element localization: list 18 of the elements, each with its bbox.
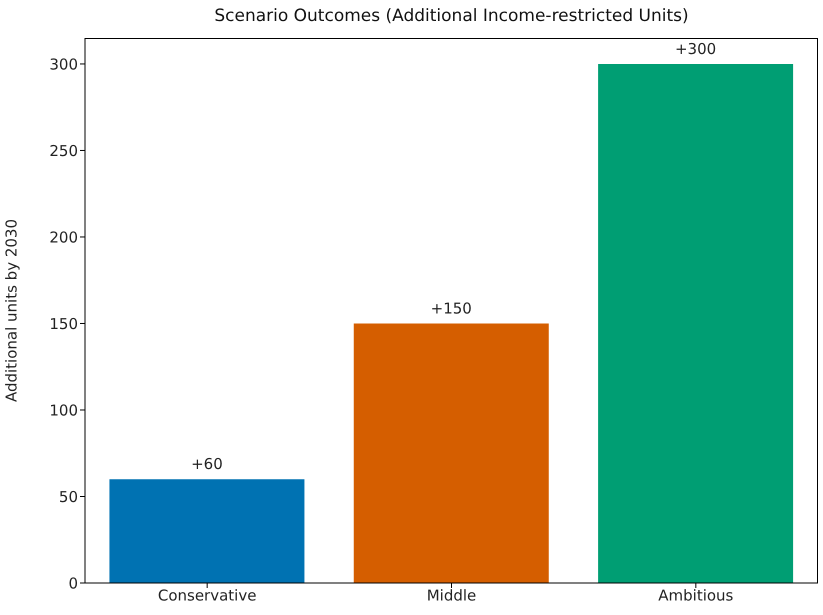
- bar: [598, 64, 794, 583]
- bar: [354, 323, 549, 583]
- x-tick-label: Conservative: [158, 586, 256, 605]
- data-label: +300: [675, 40, 716, 58]
- x-tick-label: Ambitious: [658, 586, 734, 605]
- y-tick-label: 150: [49, 314, 78, 333]
- y-tick-label: 250: [49, 142, 78, 160]
- x-tick-label: Middle: [426, 586, 476, 605]
- y-tick-label: 200: [49, 228, 78, 246]
- bar: [109, 479, 304, 583]
- y-axis-title: Additional units by 2030: [2, 218, 20, 402]
- y-tick-label: 0: [68, 574, 78, 592]
- y-tick-label: 50: [58, 488, 78, 506]
- y-tick-label: 100: [49, 401, 78, 420]
- chart-title: Scenario Outcomes (Additional Income-restricted Units): [213, 6, 690, 26]
- data-label: +60: [191, 455, 223, 474]
- data-label: +150: [430, 299, 472, 318]
- y-tick-label: 300: [49, 55, 78, 74]
